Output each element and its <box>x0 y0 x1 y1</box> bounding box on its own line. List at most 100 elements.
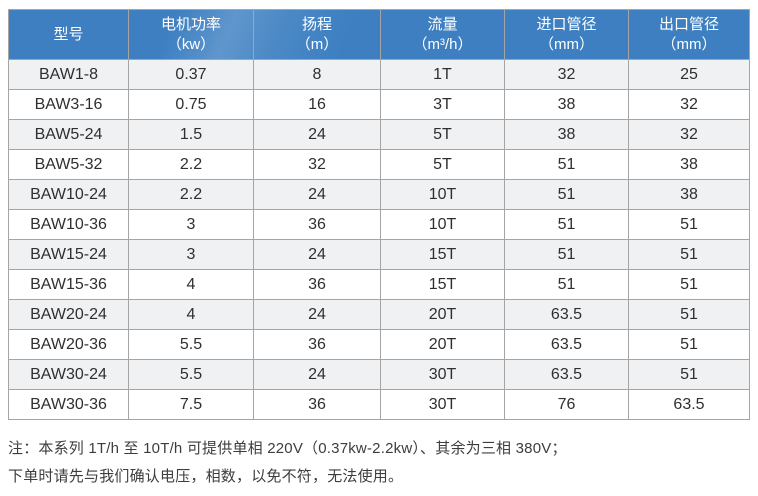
cell-flow: 30T <box>380 389 505 420</box>
cell-inlet: 63.5 <box>504 359 629 390</box>
cell-model: BAW5-24 <box>8 119 129 150</box>
column-label: 扬程 <box>301 15 332 33</box>
table-row: BAW30-24 5.5 24 30T 63.5 51 <box>8 359 750 390</box>
cell-outlet: 51 <box>628 299 750 330</box>
column-label: 出口管径 <box>658 15 719 33</box>
cell-power: 3 <box>128 239 254 270</box>
cell-outlet: 38 <box>628 149 750 180</box>
cell-flow: 20T <box>380 299 505 330</box>
cell-power: 0.75 <box>128 89 254 120</box>
cell-power: 5.5 <box>128 329 254 360</box>
cell-flow: 30T <box>380 359 505 390</box>
cell-outlet: 25 <box>628 59 750 90</box>
table-row: BAW1-8 0.37 8 1T 32 25 <box>8 59 750 90</box>
footnote-line-2: 下单时请先与我们确认电压，相数，以免不符，无法使用。 <box>8 468 404 485</box>
table-row: BAW30-36 7.5 36 30T 76 63.5 <box>8 389 750 420</box>
cell-flow: 10T <box>380 179 505 210</box>
cell-model: BAW3-16 <box>8 89 129 120</box>
cell-power: 3 <box>128 209 254 240</box>
cell-model: BAW10-24 <box>8 179 129 210</box>
column-unit: （kw） <box>166 35 216 53</box>
table-row: BAW5-32 2.2 32 5T 51 38 <box>8 149 750 180</box>
cell-inlet: 51 <box>504 179 629 210</box>
cell-flow: 15T <box>380 239 505 270</box>
column-header-head: 扬程 （m） <box>253 9 381 60</box>
cell-inlet: 32 <box>504 59 629 90</box>
cell-head: 36 <box>253 329 381 360</box>
cell-power: 4 <box>128 299 254 330</box>
cell-head: 24 <box>253 119 381 150</box>
header-row: 型号 电机功率 （kw） 扬程 （m） 流量 （m³/h） 进口管径 （m <box>8 9 750 60</box>
cell-power: 4 <box>128 269 254 300</box>
cell-inlet: 38 <box>504 119 629 150</box>
cell-flow: 5T <box>380 119 505 150</box>
table-row: BAW10-36 3 36 10T 51 51 <box>8 209 750 240</box>
cell-flow: 3T <box>380 89 505 120</box>
cell-inlet: 63.5 <box>504 329 629 360</box>
cell-inlet: 76 <box>504 389 629 420</box>
cell-model: BAW30-36 <box>8 389 129 420</box>
column-header-inlet: 进口管径 （mm） <box>504 9 629 60</box>
cell-model: BAW10-36 <box>8 209 129 240</box>
cell-outlet: 51 <box>628 359 750 390</box>
cell-flow: 15T <box>380 269 505 300</box>
cell-power: 0.37 <box>128 59 254 90</box>
column-unit: （m） <box>295 35 339 53</box>
cell-outlet: 51 <box>628 269 750 300</box>
cell-head: 16 <box>253 89 381 120</box>
cell-model: BAW20-24 <box>8 299 129 330</box>
column-header-flow: 流量 （m³/h） <box>380 9 505 60</box>
column-unit: （mm） <box>539 35 594 53</box>
table-row: BAW10-24 2.2 24 10T 51 38 <box>8 179 750 210</box>
cell-model: BAW1-8 <box>8 59 129 90</box>
cell-inlet: 63.5 <box>504 299 629 330</box>
cell-outlet: 51 <box>628 329 750 360</box>
cell-head: 8 <box>253 59 381 90</box>
table-row: BAW20-36 5.5 36 20T 63.5 51 <box>8 329 750 360</box>
cell-inlet: 51 <box>504 239 629 270</box>
column-label: 进口管径 <box>536 15 597 33</box>
cell-inlet: 51 <box>504 209 629 240</box>
table-row: BAW3-16 0.75 16 3T 38 32 <box>8 89 750 120</box>
table-row: BAW15-24 3 24 15T 51 51 <box>8 239 750 270</box>
cell-model: BAW15-24 <box>8 239 129 270</box>
cell-outlet: 63.5 <box>628 389 750 420</box>
column-header-outlet: 出口管径 （mm） <box>628 9 750 60</box>
pump-spec-table: 型号 电机功率 （kw） 扬程 （m） 流量 （m³/h） 进口管径 （m <box>8 9 750 420</box>
cell-power: 5.5 <box>128 359 254 390</box>
table-row: BAW5-24 1.5 24 5T 38 32 <box>8 119 750 150</box>
column-unit: （mm） <box>661 35 717 53</box>
cell-outlet: 32 <box>628 119 750 150</box>
table-row: BAW15-36 4 36 15T 51 51 <box>8 269 750 300</box>
cell-model: BAW15-36 <box>8 269 129 300</box>
cell-inlet: 51 <box>504 269 629 300</box>
cell-head: 24 <box>253 179 381 210</box>
cell-power: 2.2 <box>128 149 254 180</box>
column-label: 型号 <box>53 25 84 43</box>
column-label: 电机功率 <box>160 15 221 33</box>
cell-head: 36 <box>253 389 381 420</box>
footnote-line-1: 注：本系列 1T/h 至 10T/h 可提供单相 220V（0.37kw-2.2… <box>8 440 567 457</box>
cell-model: BAW5-32 <box>8 149 129 180</box>
table-row: BAW20-24 4 24 20T 63.5 51 <box>8 299 750 330</box>
cell-head: 36 <box>253 209 381 240</box>
cell-outlet: 51 <box>628 239 750 270</box>
cell-head: 36 <box>253 269 381 300</box>
cell-head: 32 <box>253 149 381 180</box>
cell-head: 24 <box>253 299 381 330</box>
column-label: 流量 <box>427 15 458 33</box>
cell-model: BAW20-36 <box>8 329 129 360</box>
cell-inlet: 51 <box>504 149 629 180</box>
cell-inlet: 38 <box>504 89 629 120</box>
cell-outlet: 38 <box>628 179 750 210</box>
column-header-power: 电机功率 （kw） <box>128 9 254 60</box>
cell-head: 24 <box>253 239 381 270</box>
cell-power: 7.5 <box>128 389 254 420</box>
cell-head: 24 <box>253 359 381 390</box>
column-unit: （m³/h） <box>412 35 473 53</box>
cell-power: 2.2 <box>128 179 254 210</box>
footnote: 注：本系列 1T/h 至 10T/h 可提供单相 220V（0.37kw-2.2… <box>8 435 749 491</box>
table-header: 型号 电机功率 （kw） 扬程 （m） 流量 （m³/h） 进口管径 （m <box>8 9 750 60</box>
cell-flow: 1T <box>380 59 505 90</box>
